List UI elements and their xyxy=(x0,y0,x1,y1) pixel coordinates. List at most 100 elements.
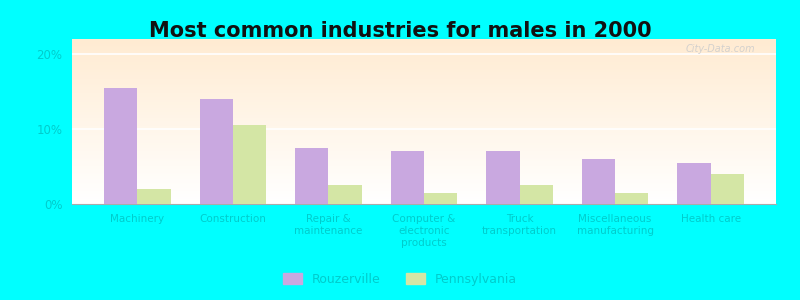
Bar xyxy=(72,145,776,146)
Bar xyxy=(72,146,776,148)
Bar xyxy=(72,85,776,87)
Bar xyxy=(615,193,649,204)
Bar xyxy=(390,152,424,204)
Bar xyxy=(72,186,776,188)
Bar xyxy=(72,110,776,112)
Bar xyxy=(72,54,776,56)
Bar xyxy=(72,56,776,57)
Bar xyxy=(72,148,776,149)
Bar xyxy=(72,151,776,153)
Bar xyxy=(72,112,776,113)
Bar xyxy=(72,116,776,118)
Bar xyxy=(72,178,776,179)
Bar xyxy=(72,39,776,40)
Legend: Rouzerville, Pennsylvania: Rouzerville, Pennsylvania xyxy=(278,268,522,291)
Bar xyxy=(72,171,776,172)
Bar xyxy=(72,193,776,194)
Bar xyxy=(72,90,776,92)
Bar xyxy=(72,164,776,166)
Bar xyxy=(72,106,776,108)
Bar xyxy=(72,140,776,141)
Bar xyxy=(72,154,776,156)
Bar xyxy=(486,152,519,204)
Bar xyxy=(72,92,776,93)
Bar xyxy=(72,62,776,64)
Bar xyxy=(72,141,776,143)
Bar xyxy=(72,74,776,75)
Bar xyxy=(72,115,776,116)
Bar xyxy=(710,174,744,204)
Bar xyxy=(72,123,776,125)
Bar xyxy=(72,72,776,74)
Bar xyxy=(72,87,776,88)
Text: City-Data.com: City-Data.com xyxy=(686,44,755,54)
Bar xyxy=(72,126,776,128)
Bar xyxy=(72,172,776,174)
Bar xyxy=(72,50,776,52)
Bar xyxy=(138,189,171,204)
Bar xyxy=(72,161,776,163)
Bar xyxy=(72,168,776,169)
Bar xyxy=(72,163,776,164)
Bar xyxy=(72,44,776,46)
Bar xyxy=(72,181,776,182)
Bar xyxy=(72,201,776,202)
Bar xyxy=(72,138,776,140)
Bar xyxy=(72,130,776,131)
Bar xyxy=(72,118,776,120)
Bar xyxy=(424,193,458,204)
Bar xyxy=(72,174,776,176)
Bar xyxy=(72,197,776,199)
Bar xyxy=(72,69,776,70)
Bar xyxy=(72,83,776,85)
Bar xyxy=(72,108,776,110)
Bar xyxy=(72,189,776,191)
Bar xyxy=(72,57,776,59)
Bar xyxy=(72,100,776,102)
Bar xyxy=(72,179,776,181)
Bar xyxy=(72,184,776,186)
Bar xyxy=(72,113,776,115)
Bar xyxy=(72,82,776,83)
Bar xyxy=(72,46,776,47)
Bar xyxy=(582,159,615,204)
Bar xyxy=(72,102,776,103)
Bar xyxy=(233,125,266,204)
Bar xyxy=(72,166,776,168)
Bar xyxy=(72,97,776,98)
Bar xyxy=(72,64,776,65)
Bar xyxy=(72,199,776,201)
Bar xyxy=(72,67,776,69)
Bar xyxy=(295,148,329,204)
Bar xyxy=(72,136,776,138)
Bar xyxy=(72,42,776,44)
Bar xyxy=(72,194,776,196)
Bar xyxy=(72,47,776,49)
Bar xyxy=(72,77,776,79)
Bar xyxy=(72,169,776,171)
Bar xyxy=(72,153,776,154)
Bar xyxy=(199,99,233,204)
Bar xyxy=(72,93,776,95)
Bar xyxy=(72,202,776,204)
Bar xyxy=(72,88,776,90)
Bar xyxy=(72,65,776,67)
Bar xyxy=(72,60,776,62)
Bar xyxy=(72,40,776,42)
Bar xyxy=(72,188,776,189)
Bar xyxy=(72,80,776,82)
Bar xyxy=(72,158,776,159)
Bar xyxy=(72,149,776,151)
Bar xyxy=(104,88,138,204)
Bar xyxy=(72,52,776,54)
Bar xyxy=(72,131,776,133)
Bar xyxy=(72,59,776,60)
Bar xyxy=(72,128,776,130)
Bar xyxy=(72,191,776,193)
Bar xyxy=(72,79,776,80)
Bar xyxy=(72,196,776,197)
Bar xyxy=(72,95,776,97)
Bar xyxy=(72,98,776,100)
Bar xyxy=(72,176,776,178)
Bar xyxy=(72,156,776,158)
